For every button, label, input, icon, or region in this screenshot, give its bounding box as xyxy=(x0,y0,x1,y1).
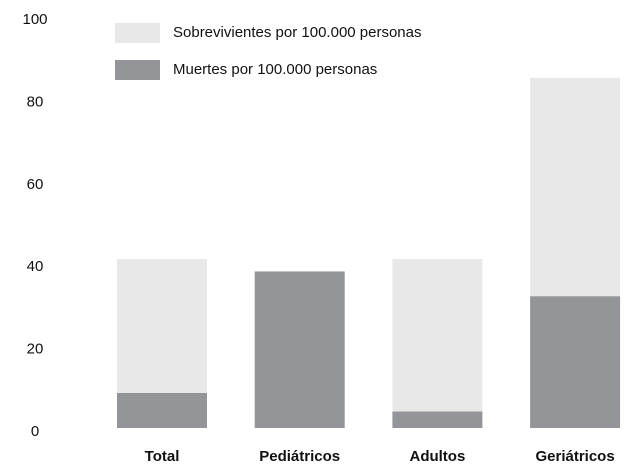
x-tick-label: Pediátricos xyxy=(259,448,340,465)
y-tick-label: 80 xyxy=(27,93,44,110)
bar-segment xyxy=(117,392,207,428)
y-tick-label: 60 xyxy=(27,176,44,193)
y-tick-label: 20 xyxy=(27,341,44,358)
legend-label: Muertes por 100.000 personas xyxy=(173,61,377,78)
legend-swatch xyxy=(115,60,160,80)
legend-swatch xyxy=(115,23,160,43)
x-tick-label: Total xyxy=(145,448,180,465)
y-tick-label: 40 xyxy=(27,258,44,275)
bar-segment xyxy=(530,77,621,297)
bar-segment xyxy=(254,271,345,428)
x-tick-label: Adultos xyxy=(409,448,465,465)
y-tick-label: 0 xyxy=(31,423,39,440)
bar-segment xyxy=(392,411,483,428)
bar-segment xyxy=(117,259,207,393)
y-tick-label: 100 xyxy=(22,11,47,28)
bar-segment xyxy=(392,259,483,412)
legend-label: Sobrevivientes por 100.000 personas xyxy=(173,24,422,41)
bar-segment xyxy=(530,296,621,428)
x-tick-label: Geriátricos xyxy=(535,448,614,465)
